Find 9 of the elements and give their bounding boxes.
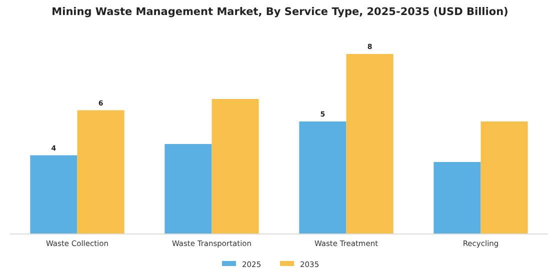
bar (434, 162, 481, 234)
bar (346, 54, 394, 234)
chart-title: Mining Waste Management Market, By Service Type, 2025-2035 (USD Billion) (52, 6, 508, 18)
bar (77, 110, 124, 234)
bar (30, 155, 78, 234)
bar (164, 144, 212, 234)
bar (299, 122, 346, 234)
bar (212, 99, 259, 234)
bar (480, 122, 528, 234)
